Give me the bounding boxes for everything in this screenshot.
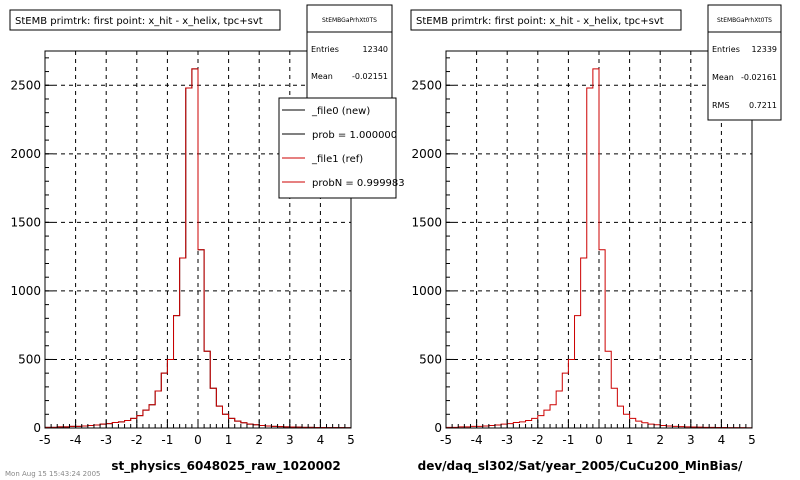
left-stats-name: StEMBGaPrhXt0TS xyxy=(322,17,377,24)
y-tick-label: 1500 xyxy=(411,215,442,229)
legend-label-prob: prob = 1.000000 xyxy=(312,130,397,141)
left-x-ticks: -5 -4 -3 -2 -1 0 1 2 3 4 5 xyxy=(39,420,355,447)
right-stats-name: StEMBGaPrhXt0TS xyxy=(717,17,772,24)
y-tick-label: 2500 xyxy=(10,78,41,92)
y-tick-label: 1000 xyxy=(10,284,41,298)
x-tick-label: 1 xyxy=(225,433,233,447)
left-stats-entries-label: Entries xyxy=(311,45,339,54)
y-tick-label: 500 xyxy=(419,352,442,366)
x-tick-label: -2 xyxy=(532,433,544,447)
x-tick-label: -3 xyxy=(501,433,513,447)
left-stats-box xyxy=(306,4,393,101)
right-stats-rms-value: 0.7211 xyxy=(749,101,777,110)
x-tick-label: 2 xyxy=(656,433,664,447)
left-x-axis-title: st_physics_6048025_raw_1020002 xyxy=(111,459,340,474)
left-stats-entries-value: 12340 xyxy=(363,45,388,54)
y-tick-label: 0 xyxy=(434,421,442,435)
y-tick-label: 500 xyxy=(18,352,41,366)
y-tick-label: 2000 xyxy=(411,147,442,161)
left-legend: _file0 (new) prob = 1.000000 _file1 (ref… xyxy=(278,97,405,199)
left-chart-title: StEMB primtrk: first point: x_hit - x_he… xyxy=(15,16,263,27)
footer-timestamp: Mon Aug 15 15:43:24 2005 xyxy=(5,470,101,478)
x-tick-label: -5 xyxy=(39,433,51,447)
x-tick-label: -1 xyxy=(562,433,574,447)
y-tick-label: 2500 xyxy=(411,78,442,92)
x-tick-label: -1 xyxy=(161,433,173,447)
y-tick-label: 2000 xyxy=(10,147,41,161)
x-tick-label: 0 xyxy=(194,433,202,447)
x-tick-label: 3 xyxy=(687,433,695,447)
right-stats-box xyxy=(707,4,782,121)
right-x-ticks: -5 -4 -3 -2 -1 0 1 2 3 4 5 xyxy=(440,420,756,447)
right-y-ticks: 0 500 1000 1500 2000 2500 xyxy=(411,57,454,435)
x-tick-label: 4 xyxy=(317,433,325,447)
x-tick-label: 1 xyxy=(626,433,634,447)
y-tick-label: 0 xyxy=(33,421,41,435)
legend-label-file1: _file1 (ref) xyxy=(311,154,363,165)
legend-label-probn: probN = 0.999983 xyxy=(312,178,405,189)
x-tick-label: -4 xyxy=(70,433,82,447)
y-tick-label: 1000 xyxy=(411,284,442,298)
right-stats-mean-label: Mean xyxy=(712,73,734,82)
legend-label-file0: _file0 (new) xyxy=(311,106,370,117)
right-stats-entries-label: Entries xyxy=(712,45,740,54)
x-tick-label: -4 xyxy=(471,433,483,447)
x-tick-label: 5 xyxy=(347,433,355,447)
x-tick-label: 5 xyxy=(748,433,756,447)
y-tick-label: 1500 xyxy=(10,215,41,229)
left-title-box xyxy=(9,9,281,31)
x-tick-label: 0 xyxy=(595,433,603,447)
x-tick-label: -3 xyxy=(100,433,112,447)
left-y-ticks: 0 500 1000 1500 2000 2500 xyxy=(10,57,53,435)
right-stats-entries-value: 12339 xyxy=(752,45,777,54)
x-tick-label: -2 xyxy=(131,433,143,447)
x-tick-label: 3 xyxy=(286,433,294,447)
x-tick-label: 4 xyxy=(718,433,726,447)
right-stats-rms-label: RMS xyxy=(712,101,730,110)
left-stats-mean-label: Mean xyxy=(311,72,333,81)
x-tick-label: -5 xyxy=(440,433,452,447)
left-histogram-panel: -5 -4 -3 -2 -1 0 1 2 3 4 5 0 500 1000 1500 2000 2500 st… xyxy=(9,4,405,474)
left-stats-mean-value: -0.02151 xyxy=(352,72,388,81)
legend-frame xyxy=(278,97,397,199)
right-title-box xyxy=(410,9,682,31)
x-tick-label: 2 xyxy=(255,433,263,447)
right-x-axis-title: dev/daq_sl302/Sat/year_2005/CuCu200_MinB… xyxy=(418,459,743,474)
right-histogram-panel: -5 -4 -3 -2 -1 0 1 2 3 4 5 0 500 1000 1500 2000 2500 de… xyxy=(410,4,782,474)
right-stats-mean-value: -0.02161 xyxy=(741,73,777,82)
right-chart-title: StEMB primtrk: first point: x_hit - x_he… xyxy=(416,16,664,27)
